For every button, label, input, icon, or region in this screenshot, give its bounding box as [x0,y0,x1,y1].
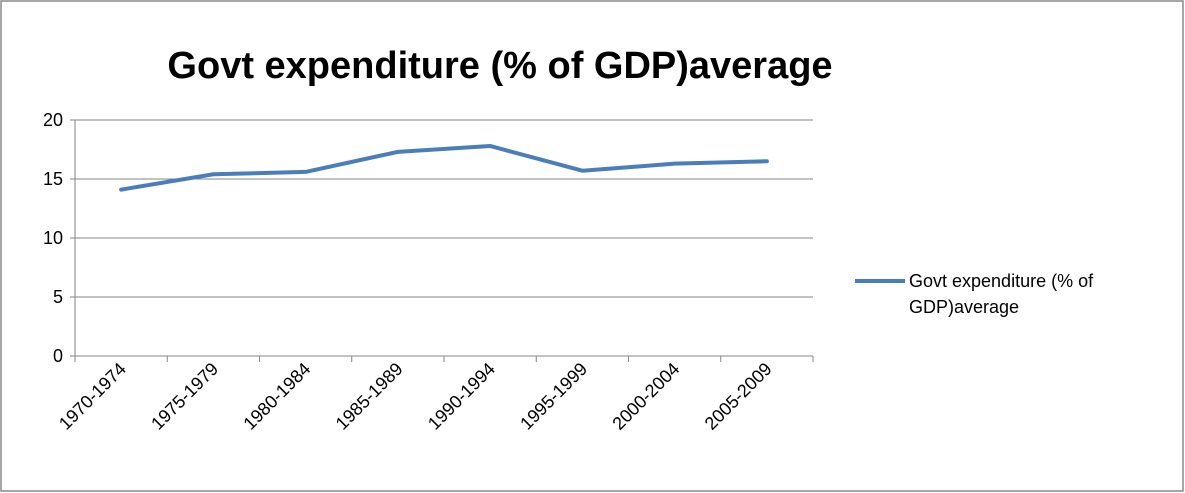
y-tick-label: 15 [43,169,63,189]
data-line [119,143,769,192]
legend: Govt expenditure (% of GDP)average [855,268,1169,320]
y-tick-label: 20 [43,110,63,130]
legend-label: Govt expenditure (% of GDP)average [909,271,1094,317]
legend-swatch [855,279,905,283]
y-tick-label: 0 [53,346,63,366]
y-tick-label: 10 [43,228,63,248]
y-tick-label: 5 [53,287,63,307]
chart-title: Govt expenditure (% of GDP)average [167,45,832,87]
